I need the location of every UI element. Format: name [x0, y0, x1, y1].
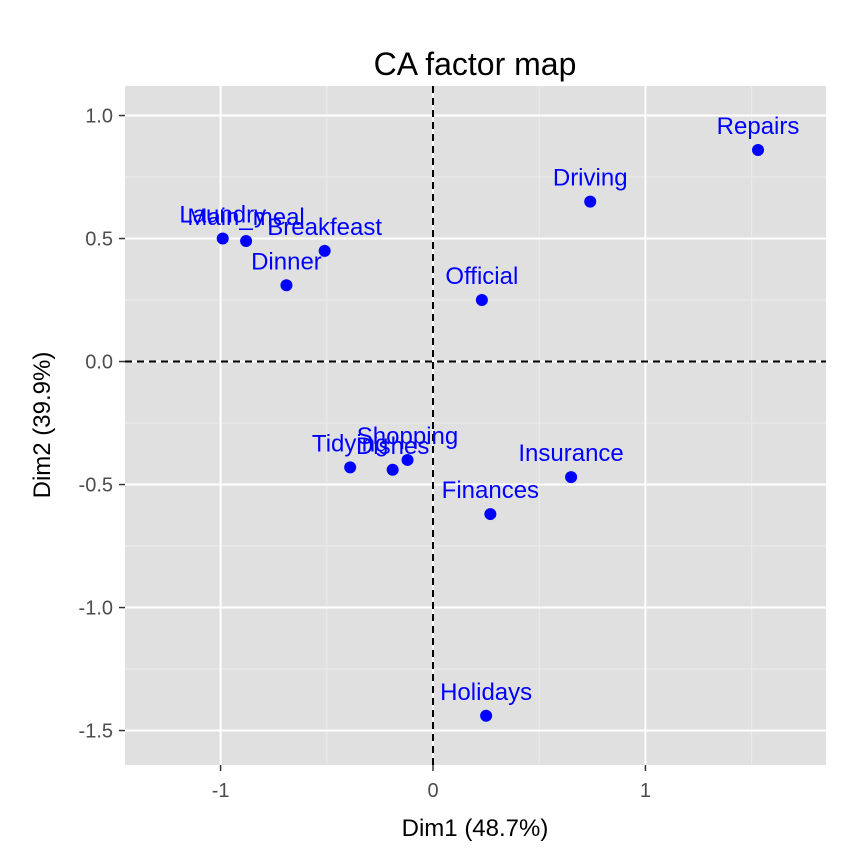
data-point	[475, 294, 488, 307]
data-point	[240, 234, 253, 247]
y-tick-label: -1.5	[79, 721, 113, 743]
y-tick-label: -0.5	[79, 475, 113, 497]
y-tick-label: -1.0	[79, 598, 113, 620]
x-tick-label: 0	[427, 780, 438, 802]
point-label: Main_meal	[187, 204, 304, 231]
data-point	[344, 461, 357, 474]
data-point	[386, 463, 399, 476]
y-tick-label: 0.5	[85, 229, 113, 251]
reference-lines	[125, 86, 826, 765]
point-label: Insurance	[518, 440, 623, 467]
chart-title: CA factor map	[374, 46, 577, 82]
point-label: Driving	[553, 165, 628, 192]
data-point	[584, 195, 597, 208]
data-point	[318, 244, 331, 257]
point-label: Finances	[442, 477, 539, 504]
point-label: Official	[445, 263, 518, 290]
point-label: Breakfeast	[267, 214, 382, 241]
data-point	[216, 232, 229, 245]
plot-panel	[125, 86, 826, 765]
y-tick-label: 1.0	[85, 106, 113, 128]
point-label: Holidays	[440, 679, 532, 706]
y-axis-title: Dim2 (39.9%)	[29, 352, 56, 499]
point-label: Dinner	[251, 248, 322, 275]
x-tick-label: -1	[212, 780, 230, 802]
data-point	[752, 143, 765, 156]
point-label: Laundry	[179, 202, 266, 229]
point-label: Dishes	[356, 433, 429, 460]
point-labels: LaundryMain_mealDinnerBreakfeastTidyingD…	[179, 113, 799, 706]
y-tick-label: 0.0	[85, 352, 113, 374]
y-axis-ticks: 1.0 0.5 0.0 -0.5 -1.0 -1.5	[79, 106, 125, 743]
panel-background	[125, 86, 826, 765]
data-point	[484, 508, 497, 521]
data-point	[401, 453, 414, 466]
data-point	[565, 471, 578, 484]
point-label: Shopping	[357, 423, 458, 450]
x-axis-title: Dim1 (48.7%)	[402, 815, 549, 842]
data-point	[480, 709, 493, 722]
x-axis-ticks: -1 0 1	[212, 765, 651, 802]
data-points	[216, 143, 765, 722]
x-tick-label: 1	[640, 780, 651, 802]
data-point	[280, 279, 293, 292]
point-label: Repairs	[717, 113, 800, 140]
point-label: Tidying	[312, 430, 388, 457]
